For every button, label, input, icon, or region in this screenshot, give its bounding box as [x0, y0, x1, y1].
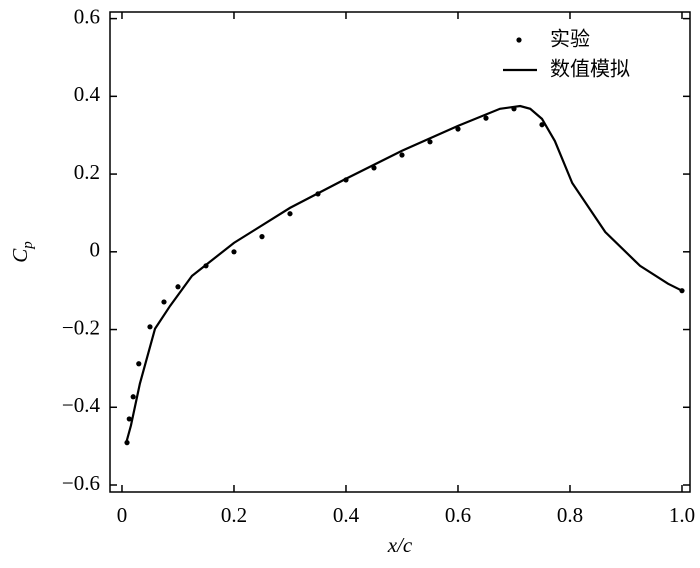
plot-frame [109, 11, 691, 493]
data-point [483, 115, 489, 121]
y-tick-label: 0.2 [74, 160, 100, 184]
x-tick-label: 0 [117, 503, 128, 527]
x-tick-label: 0.6 [445, 503, 471, 527]
y-axis-label: Cp [8, 241, 37, 263]
x-tick-label: 1.0 [669, 503, 695, 527]
y-tick-label: −0.4 [62, 393, 101, 417]
x-axis-label: x/c [387, 533, 413, 557]
data-point [130, 394, 136, 400]
data-point [455, 126, 461, 132]
data-point [161, 299, 167, 305]
y-tick-label: −0.6 [62, 471, 100, 495]
data-point [231, 249, 237, 255]
data-point [539, 122, 545, 128]
data-point [259, 234, 265, 240]
legend-label: 实验 [550, 27, 590, 51]
y-axis-label-main: Cp [8, 241, 37, 263]
legend-label: 数值模拟 [550, 57, 630, 81]
data-point [175, 284, 181, 290]
data-point [136, 361, 142, 367]
y-label-sub: p [20, 241, 36, 250]
data-point [287, 211, 293, 217]
data-point [147, 324, 153, 330]
y-tick-label: 0 [90, 238, 101, 262]
data-point [427, 139, 433, 145]
y-tick-label: 0.6 [74, 4, 100, 28]
data-point [399, 152, 405, 158]
y-label-c: C [8, 248, 32, 263]
x-tick-label: 0.8 [557, 503, 583, 527]
x-tick-label: 0.2 [221, 503, 247, 527]
y-tick-label: −0.2 [62, 315, 100, 339]
y-tick-label: 0.4 [74, 82, 101, 106]
data-line [124, 104, 683, 445]
legend-marker [516, 37, 522, 43]
data-point [126, 416, 132, 422]
x-tick-label: 0.4 [333, 503, 360, 527]
